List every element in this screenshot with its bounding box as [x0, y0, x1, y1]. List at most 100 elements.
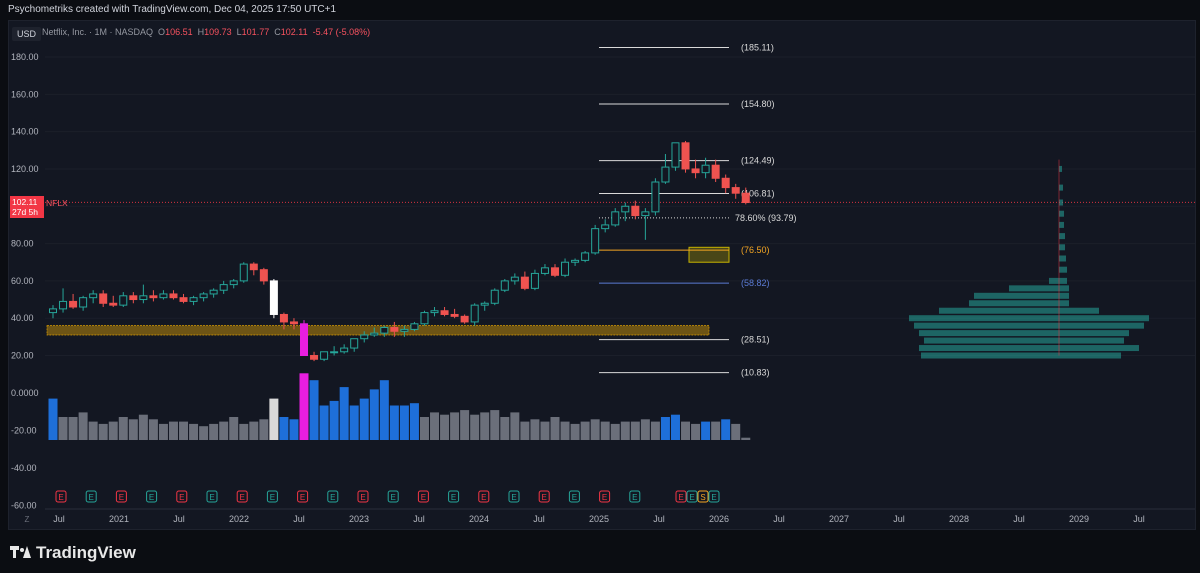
volume-bar: [500, 417, 510, 440]
candle-body: [219, 284, 228, 291]
candle-body: [611, 211, 620, 226]
volume-bar: [98, 423, 108, 440]
symbol-line: Netflix, Inc. · 1M · NASDAQ: [42, 27, 154, 37]
earnings-marker: [675, 490, 687, 503]
currency-button[interactable]: USD: [12, 27, 42, 41]
candle-body: [59, 300, 68, 310]
candle-body: [510, 276, 519, 282]
candle-body: [601, 224, 610, 230]
earnings-marker-label: E: [542, 493, 547, 502]
candle-body: [209, 289, 218, 295]
fib-level-label: (28.51): [741, 335, 770, 345]
earnings-marker-label: E: [689, 493, 694, 502]
volume-profile-bar: [939, 307, 1099, 314]
candle-body: [89, 293, 98, 299]
volume-bar: [319, 405, 329, 440]
earnings-marker-label: E: [678, 493, 683, 502]
earnings-marker-label: E: [240, 493, 245, 502]
volume-bar: [379, 380, 389, 440]
volume-tick-label: -40.00: [11, 463, 37, 473]
candle-body: [79, 297, 88, 308]
earnings-marker: [686, 490, 698, 503]
time-axis-label: 2027: [829, 514, 849, 524]
candle-body: [520, 276, 529, 289]
price-tick-label: 80.00: [11, 239, 34, 249]
volume-profile-bar: [1009, 285, 1069, 292]
earnings-marker: [508, 490, 520, 503]
candle-body: [711, 164, 720, 179]
volume-bar: [299, 373, 309, 440]
earnings-marker-label: E: [270, 493, 275, 502]
volume-bar: [570, 423, 580, 440]
volume-bar: [128, 419, 138, 440]
earnings-marker: [708, 490, 720, 503]
volume-bar: [189, 423, 199, 440]
candle-body: [591, 228, 600, 254]
volume-bar: [309, 380, 319, 440]
volume-profile-bar: [1059, 244, 1065, 251]
candle-body: [139, 295, 148, 301]
earnings-marker-label: E: [89, 493, 94, 502]
tradingview-logo[interactable]: TradingView: [10, 543, 136, 563]
candle-body: [320, 351, 329, 360]
earnings-marker-label: E: [572, 493, 577, 502]
candle-body: [49, 308, 57, 314]
volume-bar: [58, 417, 68, 440]
time-axis-label: 2026: [709, 514, 729, 524]
brand-name: TradingView: [36, 543, 136, 562]
volume-tick-label: -60.00: [11, 501, 37, 511]
earnings-marker: [417, 490, 429, 503]
candle-body: [480, 302, 489, 306]
time-axis-label: 2021: [109, 514, 129, 524]
candle-body: [370, 332, 379, 336]
earnings-marker: [599, 490, 611, 503]
price-chart[interactable]: 180.00160.00140.00120.00100.0080.0060.00…: [9, 21, 1195, 529]
candle-body: [179, 297, 188, 302]
earnings-marker-label: E: [632, 493, 637, 502]
symbol-legend: Netflix, Inc. · 1M · NASDAQ O106.51 H109…: [42, 27, 370, 37]
volume-bar: [219, 421, 229, 440]
volume-bar: [209, 423, 219, 440]
candle-body: [99, 293, 108, 304]
fib-level-label: (58.82): [741, 278, 770, 288]
volume-bar: [430, 412, 440, 440]
earnings-marker-label: E: [360, 493, 365, 502]
volume-bar: [620, 421, 630, 440]
candle-body: [621, 205, 630, 213]
price-tick-label: 160.00: [11, 89, 39, 99]
volume-bar: [88, 421, 98, 440]
candle-body: [631, 205, 640, 217]
earnings-marker-label: E: [481, 493, 486, 502]
earnings-marker-label: E: [421, 493, 426, 502]
candle-body: [561, 261, 570, 276]
last-price-tag: 102.11 27d 5h: [10, 196, 44, 218]
time-axis-label: Jul: [293, 514, 305, 524]
volume-bar: [279, 417, 289, 440]
earnings-marker-label: E: [209, 493, 214, 502]
candle-body: [540, 267, 549, 274]
earnings-marker: [146, 490, 158, 503]
volume-profile-bar: [919, 330, 1129, 337]
candle-body: [420, 312, 429, 325]
candle-body: [731, 187, 740, 194]
earnings-marker: [697, 490, 709, 503]
volume-bar: [168, 421, 178, 440]
volume-bar: [259, 419, 269, 440]
chart-panel[interactable]: 180.00160.00140.00120.00100.0080.0060.00…: [8, 20, 1196, 530]
volume-bar: [48, 398, 58, 440]
candle-body: [671, 142, 680, 168]
volume-bar: [199, 426, 209, 440]
price-tick-label: 180.00: [11, 52, 39, 62]
earnings-marker: [176, 490, 188, 503]
candle-body: [350, 338, 359, 349]
volume-bar: [640, 419, 650, 440]
candle-body: [279, 313, 288, 323]
candle-body: [159, 293, 168, 299]
volume-bar: [339, 387, 349, 440]
volume-bar: [490, 410, 500, 440]
time-axis-label: Jul: [893, 514, 905, 524]
candle-body: [641, 211, 650, 217]
volume-profile-bar: [1059, 165, 1062, 172]
volume-bar: [660, 417, 670, 440]
candle-body: [390, 327, 399, 332]
